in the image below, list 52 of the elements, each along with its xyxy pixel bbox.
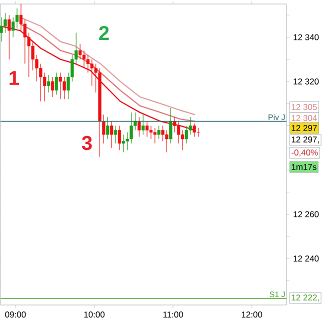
- candlestick: [165, 130, 168, 153]
- candlestick: [161, 125, 164, 142]
- candlestick: [4, 12, 7, 34]
- candlestick: [149, 125, 153, 140]
- candlestick: [184, 125, 188, 144]
- candlestick: [39, 63, 42, 102]
- annotation: 1: [10, 71, 20, 85]
- candlestick: [153, 128, 156, 144]
- y-tick-label: 12 260: [294, 211, 319, 218]
- candlestick: [15, 8, 19, 29]
- candlestick: [122, 134, 125, 153]
- y-tick-label: 12 320: [294, 78, 319, 84]
- annotation: 3: [82, 136, 92, 150]
- ref-line-label: S1 J: [270, 292, 285, 298]
- candlestick: [142, 114, 145, 135]
- candlestick: [58, 72, 62, 100]
- candlestick: [43, 72, 46, 102]
- x-tick-label: 11:00: [163, 312, 184, 318]
- x-tick-label: 09:00: [5, 312, 26, 318]
- text: 12 304: [292, 115, 317, 122]
- y-tick-label: 12 340: [294, 34, 319, 40]
- annotation: 2: [99, 26, 109, 40]
- candlestick: [114, 125, 118, 144]
- candlestick: [102, 114, 106, 144]
- y-tick-label: 12 240: [294, 256, 319, 262]
- candlestick: [90, 59, 94, 86]
- candlestick: [110, 121, 114, 148]
- candlestick: [54, 72, 58, 96]
- text: 12 297,: [292, 136, 319, 144]
- x-tick-label: 12:00: [242, 312, 262, 318]
- candlestick: [157, 125, 160, 140]
- ref-line-label: Piv J: [268, 114, 285, 120]
- candlestick: [50, 76, 54, 98]
- candlestick: [46, 74, 50, 93]
- candlestick: [106, 116, 110, 140]
- candlestick: [62, 76, 66, 100]
- candlestick: [31, 41, 34, 71]
- text: 12 305: [292, 104, 317, 110]
- x-tick-label: 10:00: [84, 312, 105, 318]
- candlestick: [138, 116, 141, 138]
- candlestick: [86, 54, 90, 73]
- candlestick: [82, 50, 86, 68]
- text: 1m17s: [292, 164, 316, 170]
- candlestick: [180, 130, 184, 150]
- candlestick: [118, 125, 122, 150]
- text: -0,40%: [292, 149, 318, 157]
- text: 12 222,: [292, 294, 319, 302]
- candlestick: [145, 121, 149, 138]
- candlestick: [0, 16, 3, 42]
- candlestick: [130, 112, 133, 144]
- candlestick: [169, 108, 172, 144]
- text: 12 297: [292, 125, 317, 132]
